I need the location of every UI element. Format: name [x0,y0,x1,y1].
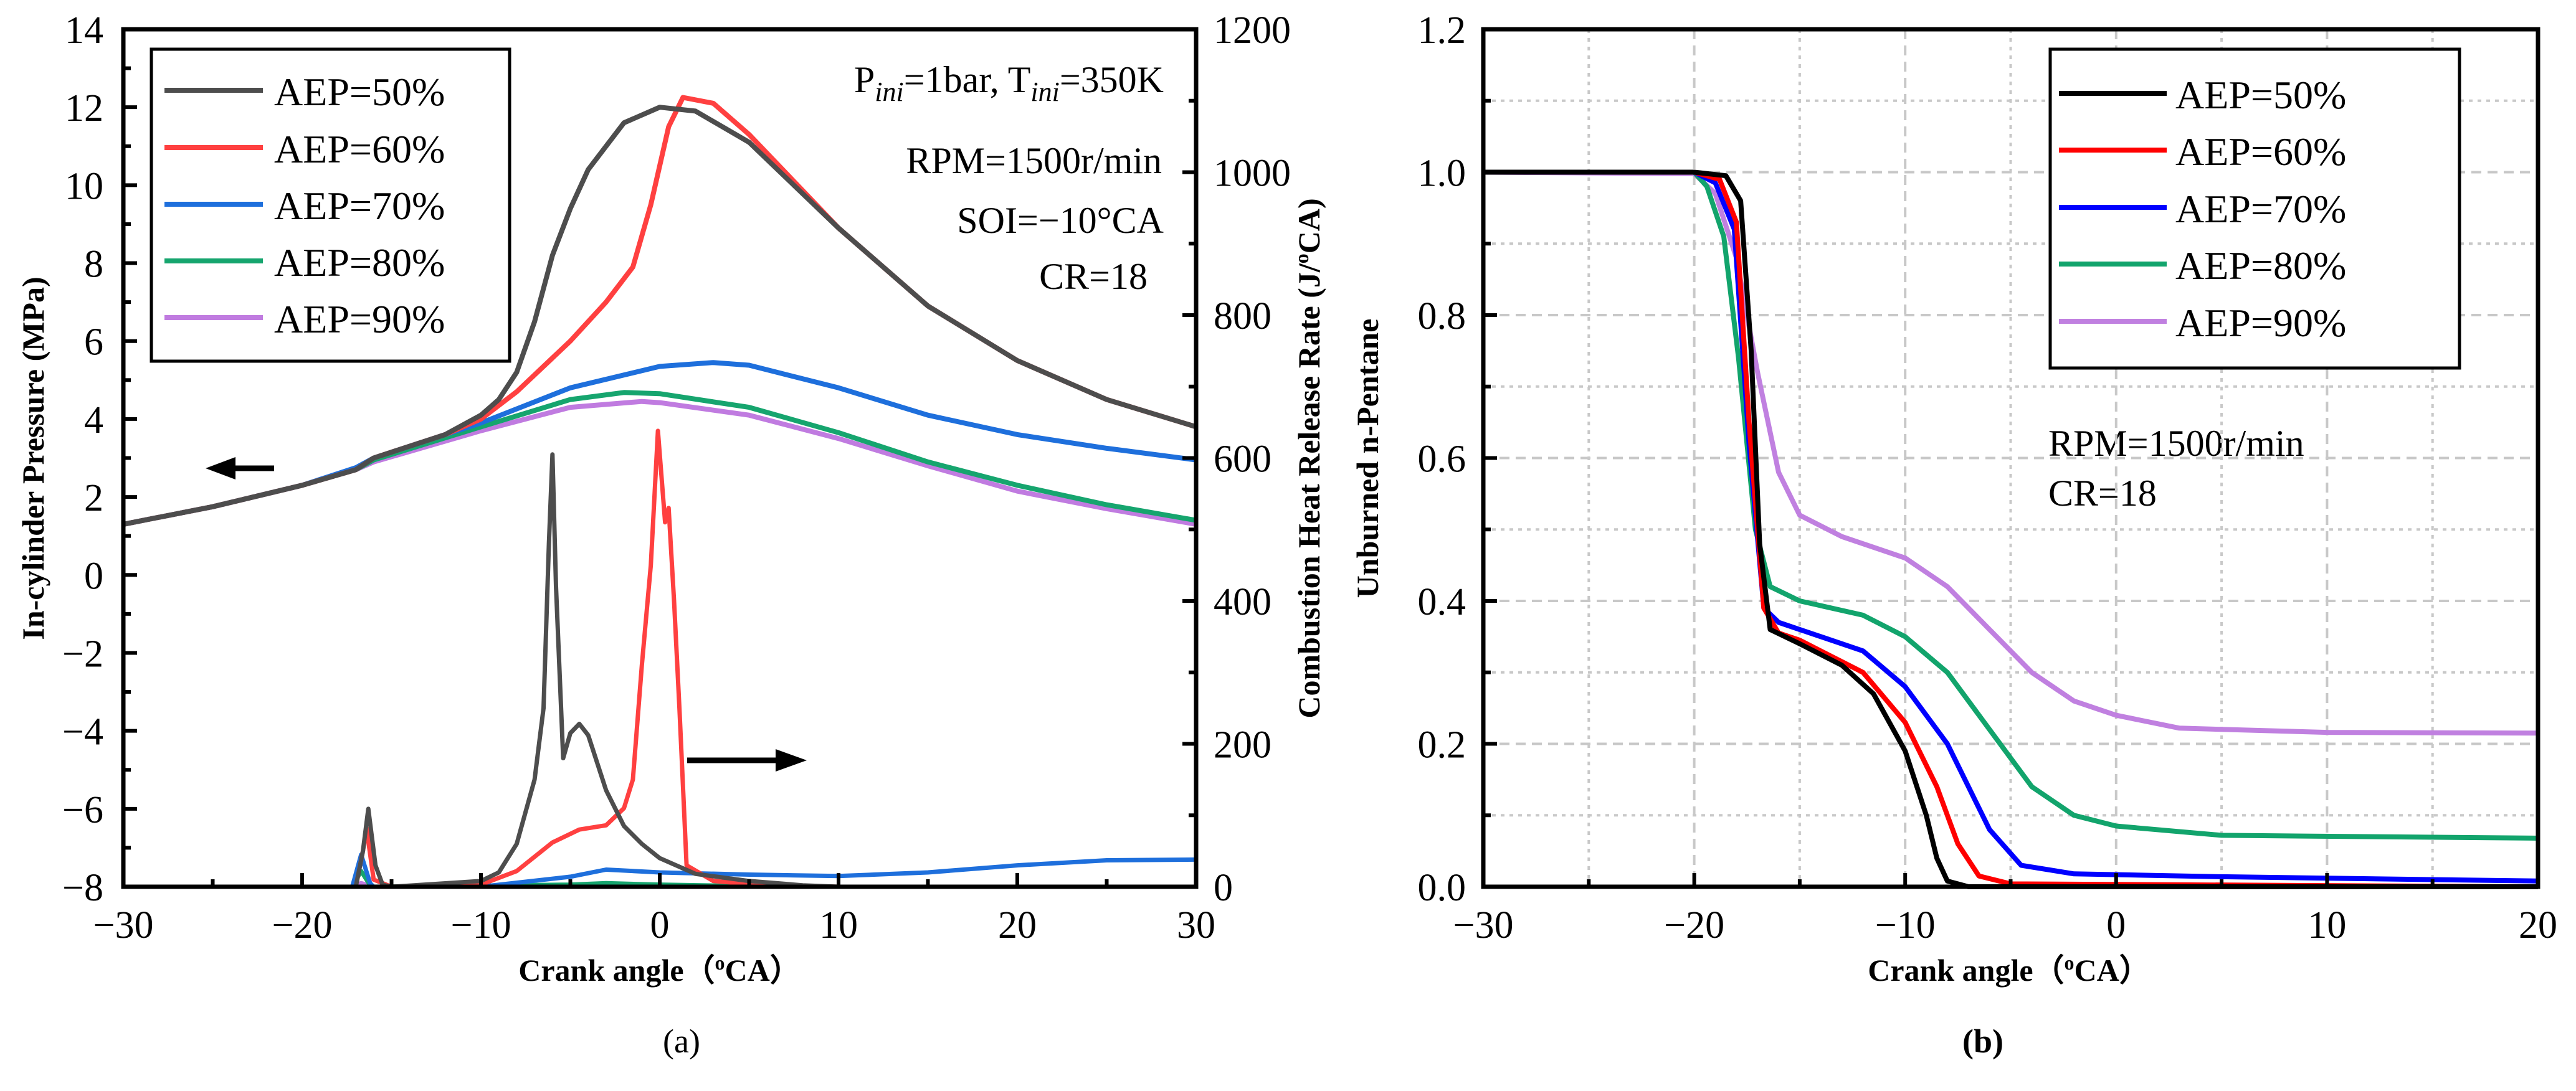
y2-tick-label: 400 [1214,581,1271,623]
chart-a: −30 −20 −10 0 10 20 30−8−6−4−20246810121402004… [62,9,1291,947]
y2-tick-label: 200 [1214,724,1271,767]
y2-tick-label: 1200 [1214,9,1291,52]
annotation-cr-b: CR=18 [2048,473,2157,514]
legend-label: AEP=60% [274,127,445,171]
annotation-rpm: RPM=1500r/min [906,140,1162,181]
y-tick-label: −6 [62,789,103,831]
annotation-initial-conditions: Pini=1bar, Tini=350K [854,59,1164,107]
line-AEP=60% [1483,169,2539,889]
legend-a: AEP=50% AEP=60% AEP=70% AEP=80% AEP=90% [150,47,511,363]
arrow-right-axis [687,749,807,772]
x-tick-label: 10 [2307,904,2346,947]
y-tick-label: 2 [84,477,103,519]
legend-label: AEP=90% [2175,301,2346,345]
y2-tick-label: 1000 [1214,153,1291,195]
line-AEP=70% [1483,169,2539,884]
legend-label: AEP=50% [2175,73,2346,117]
x-tick-label: −10 [1875,904,1936,947]
legend-label: AEP=70% [2175,187,2346,231]
legend-label: AEP=80% [2175,243,2346,288]
annotation-soi: SOI=−10°CA [957,200,1164,241]
legend-label: AEP=60% [2175,130,2346,174]
y2-tick-label: 600 [1214,438,1271,481]
x-tick-label: 20 [2519,904,2557,947]
hrr-line-AEP=60% [123,428,1196,889]
y2-tick-label: 800 [1214,295,1271,338]
y-tick-label: −8 [62,867,103,909]
y-tick-label: 1.2 [1418,9,1466,52]
y-tick-label: 0.0 [1418,867,1466,909]
x-tick-label: 10 [819,904,858,947]
arrow-left-axis [206,457,274,479]
x-tick-label: −20 [1664,904,1724,947]
y-tick-label: 0.4 [1418,581,1466,623]
x-tick-label: −30 [1453,904,1514,947]
y-tick-label: 0 [84,555,103,597]
left-caption: (a) [663,1023,700,1060]
y-tick-label: 10 [65,165,103,207]
y-tick-label: 0.2 [1418,724,1466,767]
x-tick-label: 0 [650,904,670,947]
left-xlabel: Crank angle（oCA） [518,952,801,988]
y-tick-label: 0.8 [1418,295,1466,338]
legend-label: AEP=80% [274,240,445,285]
hrr-line-AEP=50% [123,452,1196,889]
hrr-line-AEP=70% [123,852,1197,889]
annotation-cr: CR=18 [1039,256,1148,297]
y2-tick-label: 0 [1214,867,1233,909]
y-tick-label: 12 [65,87,103,130]
legend-label: AEP=50% [274,70,445,114]
x-tick-label: 20 [998,904,1037,947]
chart-b: −30 −20 −10 0 10 20 0.0 0.2 0.4 0.6 0.8 1.0 1.2 AEP=5… [1418,9,2558,947]
x-tick-label: 30 [1177,904,1215,947]
right-xlabel: Crank angle（oCA） [1868,952,2151,988]
y-tick-label: 14 [65,9,103,52]
y-tick-label: 4 [84,399,103,442]
line-AEP=80% [1483,169,2539,841]
pressure-line-AEP=50% [123,105,1197,527]
legend-label: AEP=90% [274,297,445,341]
line-AEP=90% [1483,169,2539,736]
right-ylabel: Unburned n-Pentane [1350,319,1385,598]
legend-b: AEP=50% AEP=60% AEP=70% AEP=80% AEP=90% [2048,47,2461,370]
x-tick-label: −30 [93,904,154,947]
left-y2label: Combustion Heat Release Rate (J/oCA) [1290,198,1326,718]
y-tick-label: 0.6 [1418,438,1466,481]
x-tick-label: 0 [2106,904,2126,947]
right-caption: (b) [1962,1023,2003,1060]
y-tick-label: −4 [62,711,103,753]
left-ylabel: In-cylinder Pressure (MPa) [16,276,50,640]
legend-label: AEP=70% [274,184,445,228]
y-tick-label: −2 [62,633,103,675]
y-tick-label: 8 [84,243,103,286]
y-tick-label: 6 [84,321,103,364]
x-tick-label: −10 [451,904,511,947]
x-tick-label: −20 [272,904,333,947]
line-AEP=50% [1483,169,2538,889]
y-tick-label: 1.0 [1418,153,1466,195]
